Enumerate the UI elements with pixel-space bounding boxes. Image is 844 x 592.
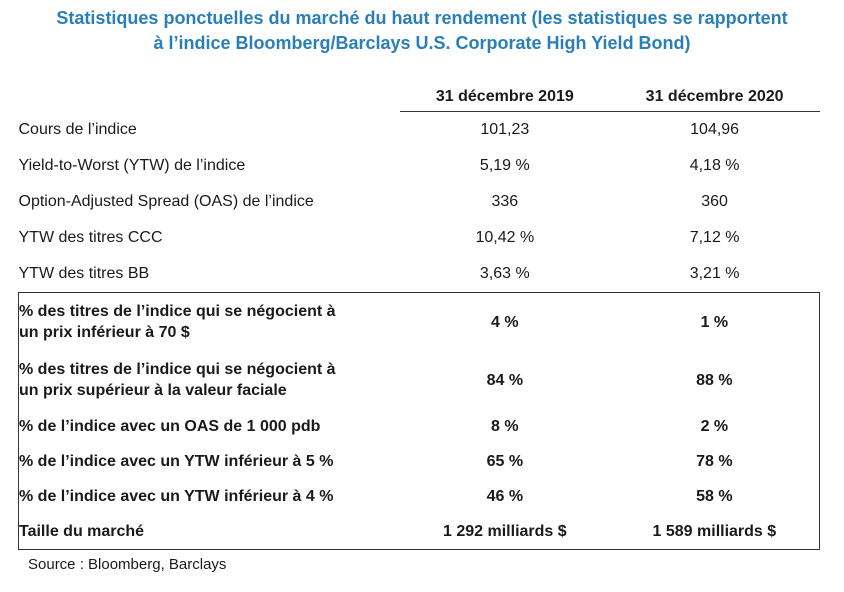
value-2020: 104,96 [690, 121, 740, 138]
row-label: Yield-to-Worst (YTW) de l’indice [18, 157, 246, 174]
value-2020: 88 % [609, 351, 820, 409]
value-2019: 10,42 % [475, 229, 535, 246]
value-2020: 4,18 % [689, 157, 740, 174]
table-row: Option-Adjusted Spread (OAS) de l’indice… [19, 184, 820, 220]
table-row: % des titres de l’indice qui se négocien… [17, 351, 820, 409]
value-2020: 2 % [609, 409, 820, 444]
table-row: % des titres de l’indice qui se négocien… [17, 292, 820, 351]
row-label-line: % des titres de l’indice qui se négocien… [19, 303, 336, 320]
value-2019: 1 292 milliards $ [399, 514, 610, 550]
source-note: Source : Bloomberg, Barclays [28, 556, 227, 573]
value-2019: 336 [491, 193, 519, 210]
table-row: Yield-to-Worst (YTW) de l’indice 5,19 % … [19, 148, 820, 184]
title-line-1: Statistiques ponctuelles du marché du ha… [56, 8, 788, 28]
header-blank [19, 83, 400, 112]
table-row: Taille du marché 1 292 milliards $ 1 589… [17, 514, 820, 550]
value-2020: 78 % [609, 444, 820, 479]
value-2020: 360 [701, 193, 728, 210]
value-2019: 8 % [491, 417, 519, 435]
row-label: % de l’indice avec un YTW inférieur à 5 … [17, 444, 400, 479]
value-2020: 1 589 milliards $ [609, 514, 820, 550]
table-row: % de l’indice avec un YTW inférieur à 5 … [17, 444, 820, 479]
table-header-row: 31 décembre 2019 31 décembre 2020 [19, 83, 820, 112]
title-line-2: à l’indice Bloomberg/Barclays U.S. Corpo… [153, 33, 691, 53]
row-label: YTW des titres CCC [18, 229, 163, 246]
column-header-2019: 31 décembre 2019 [399, 83, 610, 112]
row-label-line: un prix inférieur à 70 $ [19, 324, 190, 341]
table-row: Cours de l’indice 101,23 104,96 [19, 112, 820, 149]
row-label: YTW des titres BB [18, 265, 150, 282]
row-label-line: % des titres de l’indice qui se négocien… [19, 361, 336, 378]
page-title: Statistiques ponctuelles du marché du ha… [0, 6, 844, 56]
row-label: % de l’indice avec un OAS de 1 000 pdb [17, 409, 400, 444]
value-2019: 101,23 [480, 121, 530, 138]
value-2020: 3,21 % [689, 265, 740, 282]
table-row: % de l’indice avec un OAS de 1 000 pdb 8… [17, 409, 820, 444]
value-2020: 1 % [609, 292, 820, 351]
row-label: Option-Adjusted Spread (OAS) de l’indice [18, 193, 314, 210]
stats-table: 31 décembre 2019 31 décembre 2020 Cours … [17, 83, 820, 550]
value-2019: 46 % [486, 487, 524, 505]
value-2020: 7,12 % [689, 229, 740, 246]
row-label: % des titres de l’indice qui se négocien… [17, 292, 400, 351]
table-row: YTW des titres CCC 10,42 % 7,12 % [19, 220, 820, 256]
value-2019: 4 % [399, 292, 610, 351]
row-label-line: un prix supérieur à la valeur faciale [19, 382, 287, 399]
value-2019: 65 % [486, 452, 524, 470]
row-label: Taille du marché [17, 514, 400, 550]
table-row: YTW des titres BB 3,63 % 3,21 % [19, 256, 820, 293]
table-row: % de l’indice avec un YTW inférieur à 4 … [17, 479, 820, 514]
row-label: % des titres de l’indice qui se négocien… [17, 351, 400, 409]
column-header-2020: 31 décembre 2020 [609, 83, 820, 112]
row-label: Cours de l’indice [18, 120, 137, 138]
row-label: % de l’indice avec un YTW inférieur à 4 … [17, 479, 400, 514]
value-2019: 3,63 % [479, 265, 530, 282]
value-2020: 58 % [609, 479, 820, 514]
value-2019: 5,19 % [479, 157, 530, 174]
value-2019: 84 % [486, 371, 524, 389]
